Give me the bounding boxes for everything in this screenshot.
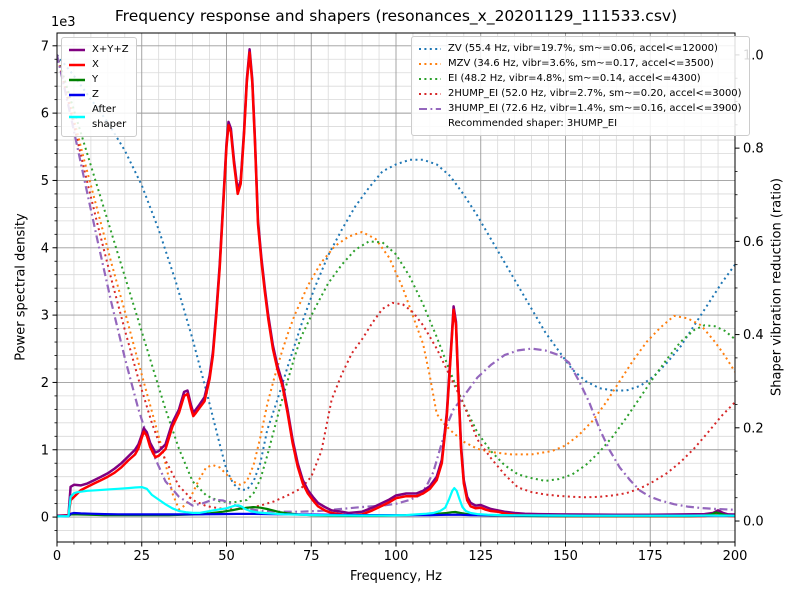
tick-label: 5: [41, 174, 49, 189]
legend-entry-label: 3HUMP_EI (72.6 Hz, vibr=1.4%, sm~=0.16, …: [448, 103, 742, 114]
legend-psd: X+Y+Z X Y Z After shaper: [61, 37, 137, 137]
legend-key-ei: [419, 77, 441, 80]
chart-title: Frequency response and shapers (resonanc…: [114, 7, 678, 25]
legend-key-2hump-ei: [419, 92, 441, 95]
tick-label: 200: [723, 549, 748, 564]
legend-key-y: [69, 78, 85, 81]
legend-entry: X: [68, 57, 129, 72]
tick-label: 100: [384, 549, 409, 564]
legend-entry-label: X+Y+Z: [92, 44, 129, 55]
legend-entry-label: Recommended shaper: 3HUMP_EI: [448, 118, 618, 129]
tick-label: 0.6: [743, 235, 764, 250]
tick-label: 4: [41, 241, 49, 256]
y-axis-label-right: Shaper vibration reduction (ratio): [769, 178, 785, 396]
legend-key-x: [69, 63, 85, 66]
legend-entry: Z: [68, 87, 129, 102]
tick-label: 0: [53, 549, 61, 564]
legend-entry-label: EI (48.2 Hz, vibr=4.8%, sm~=0.14, accel<…: [448, 73, 701, 84]
legend-shapers: ZV (55.4 Hz, vibr=19.7%, sm~=0.06, accel…: [411, 36, 750, 136]
series-after-shaper: [57, 486, 735, 518]
tick-label: 3: [41, 309, 49, 324]
legend-entry-label: After shaper: [92, 104, 127, 130]
tick-label: 2: [41, 376, 49, 391]
legend-key-zv: [419, 47, 441, 50]
axis-tick-labels: 0 25 50 75 100 125 150 175 200 0 1 2 3 4 5 6 7 0.0 0.2 0.4 0…: [41, 39, 764, 564]
y-axis-label-left: Power spectral density: [13, 213, 29, 361]
tick-label: 0.4: [743, 328, 764, 343]
tick-label: 1: [41, 443, 49, 458]
legend-entry: X+Y+Z: [68, 42, 129, 57]
legend-entry: After shaper: [68, 102, 129, 132]
legend-entry-label: X: [92, 59, 99, 70]
legend-entry: ZV (55.4 Hz, vibr=19.7%, sm~=0.06, accel…: [418, 41, 742, 56]
tick-label: 7: [41, 39, 49, 54]
tick-label: 150: [553, 549, 578, 564]
legend-key-3hump-ei: [419, 107, 441, 110]
legend-entry: EI (48.2 Hz, vibr=4.8%, sm~=0.14, accel<…: [418, 71, 742, 86]
legend-key-x-y-z: [69, 48, 85, 51]
series-mzv: [57, 54, 735, 511]
tick-label: 175: [638, 549, 663, 564]
legend-entry-label: Z: [92, 89, 99, 100]
legend-entry: Y: [68, 72, 129, 87]
x-axis-label: Frequency, Hz: [349, 569, 443, 584]
tick-label: 0.8: [743, 142, 764, 157]
legend-entry: MZV (34.6 Hz, vibr=3.6%, sm~=0.17, accel…: [418, 56, 742, 71]
legend-entry: 3HUMP_EI (72.6 Hz, vibr=1.4%, sm~=0.16, …: [418, 101, 742, 116]
legend-entry-label: MZV (34.6 Hz, vibr=3.6%, sm~=0.17, accel…: [448, 58, 714, 69]
legend-key-mzv: [419, 62, 441, 65]
legend-entry-label: 2HUMP_EI (52.0 Hz, vibr=2.7%, sm~=0.20, …: [448, 88, 742, 99]
tick-label: 6: [41, 107, 49, 122]
legend-entry: Recommended shaper: 3HUMP_EI: [418, 116, 742, 131]
series-2hump-ei: [57, 54, 735, 511]
legend-entry: 2HUMP_EI (52.0 Hz, vibr=2.7%, sm~=0.20, …: [418, 86, 742, 101]
legend-entry-label: ZV (55.4 Hz, vibr=19.7%, sm~=0.06, accel…: [448, 43, 718, 54]
y-axis-offset-label: 1e3: [51, 15, 76, 30]
tick-label: 0.0: [743, 515, 764, 530]
tick-label: 75: [303, 549, 320, 564]
tick-label: 50: [218, 549, 235, 564]
series-zv: [57, 54, 735, 491]
axis-ticks: [52, 45, 740, 547]
tick-label: 0.2: [743, 421, 764, 436]
series-x: [57, 51, 735, 518]
series-3hump-ei: [57, 54, 735, 513]
legend-entry-label: Y: [92, 74, 99, 85]
legend-key-z: [69, 93, 85, 96]
tick-label: 0: [41, 511, 49, 526]
legend-key-after-shaper: [69, 115, 85, 119]
tick-label: 125: [468, 549, 493, 564]
tick-label: 25: [133, 549, 150, 564]
